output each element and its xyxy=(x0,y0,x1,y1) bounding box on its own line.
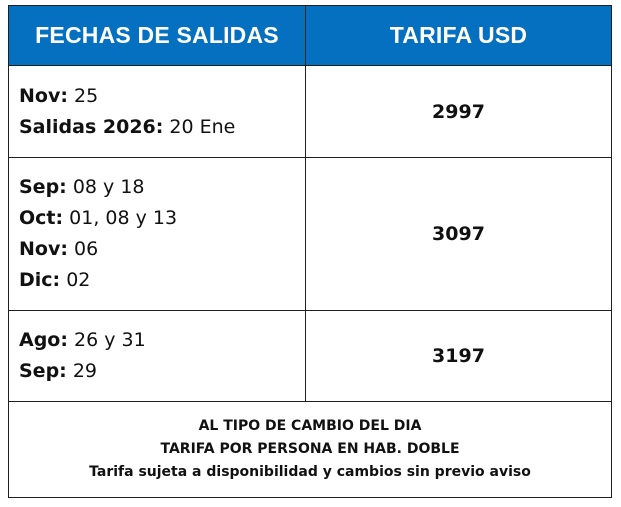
date-value: 02 xyxy=(66,269,91,291)
date-line: Ago: 26 y 31 xyxy=(19,325,295,356)
date-value: 08 y 18 xyxy=(72,176,145,198)
dates-cell: Sep: 08 y 18 Oct: 01, 08 y 13 Nov: 06 Di… xyxy=(9,158,306,310)
date-value: 01, 08 y 13 xyxy=(69,207,178,229)
month-label: Nov: xyxy=(19,84,68,107)
date-value: 25 xyxy=(74,84,99,107)
rates-table: FECHAS DE SALIDAS TARIFA USD Nov: 25 Sal… xyxy=(8,5,612,498)
month-label: Dic: xyxy=(19,269,61,291)
table-header: FECHAS DE SALIDAS TARIFA USD xyxy=(9,6,611,66)
dates-cell: Ago: 26 y 31 Sep: 29 xyxy=(9,311,306,401)
date-value: 29 xyxy=(72,360,98,382)
month-label: Ago: xyxy=(19,329,68,351)
footer-note-per-person: TARIFA POR PERSONA EN HAB. DOBLE xyxy=(160,441,460,457)
date-line: Sep: 08 y 18 xyxy=(19,172,295,203)
date-value: 26 y 31 xyxy=(74,329,146,351)
price-cell: 2997 xyxy=(432,100,485,123)
month-label: Sep: xyxy=(19,176,67,198)
header-dates: FECHAS DE SALIDAS xyxy=(9,6,306,65)
header-rate: TARIFA USD xyxy=(389,22,528,48)
date-line: Dic: 02 xyxy=(19,265,295,296)
month-label: Oct: xyxy=(19,207,64,229)
price-cell: 3097 xyxy=(432,223,485,245)
month-label: Nov: xyxy=(19,238,68,260)
table-footer: AL TIPO DE CAMBIO DEL DIA TARIFA POR PER… xyxy=(9,402,611,497)
price-cell: 3197 xyxy=(432,345,485,367)
month-label: Sep: xyxy=(19,360,67,382)
table-row: Nov: 25 Salidas 2026: 20 Ene 2997 xyxy=(9,66,611,158)
date-line: Nov: 25 xyxy=(19,81,295,112)
footer-note-disclaimer: Tarifa sujeta a disponibilidad y cambios… xyxy=(89,464,531,480)
footer-note-exchange: AL TIPO DE CAMBIO DEL DIA xyxy=(198,418,422,434)
month-label: Salidas 2026: xyxy=(19,115,164,138)
date-line: Salidas 2026: 20 Ene xyxy=(19,112,295,143)
date-line: Nov: 06 xyxy=(19,234,295,265)
date-value: 20 Ene xyxy=(169,115,236,138)
table-row: Ago: 26 y 31 Sep: 29 3197 xyxy=(9,311,611,402)
table-row: Sep: 08 y 18 Oct: 01, 08 y 13 Nov: 06 Di… xyxy=(9,158,611,311)
date-line: Oct: 01, 08 y 13 xyxy=(19,203,295,234)
date-line: Sep: 29 xyxy=(19,356,295,387)
dates-cell: Nov: 25 Salidas 2026: 20 Ene xyxy=(9,66,306,157)
date-value: 06 xyxy=(74,238,99,260)
